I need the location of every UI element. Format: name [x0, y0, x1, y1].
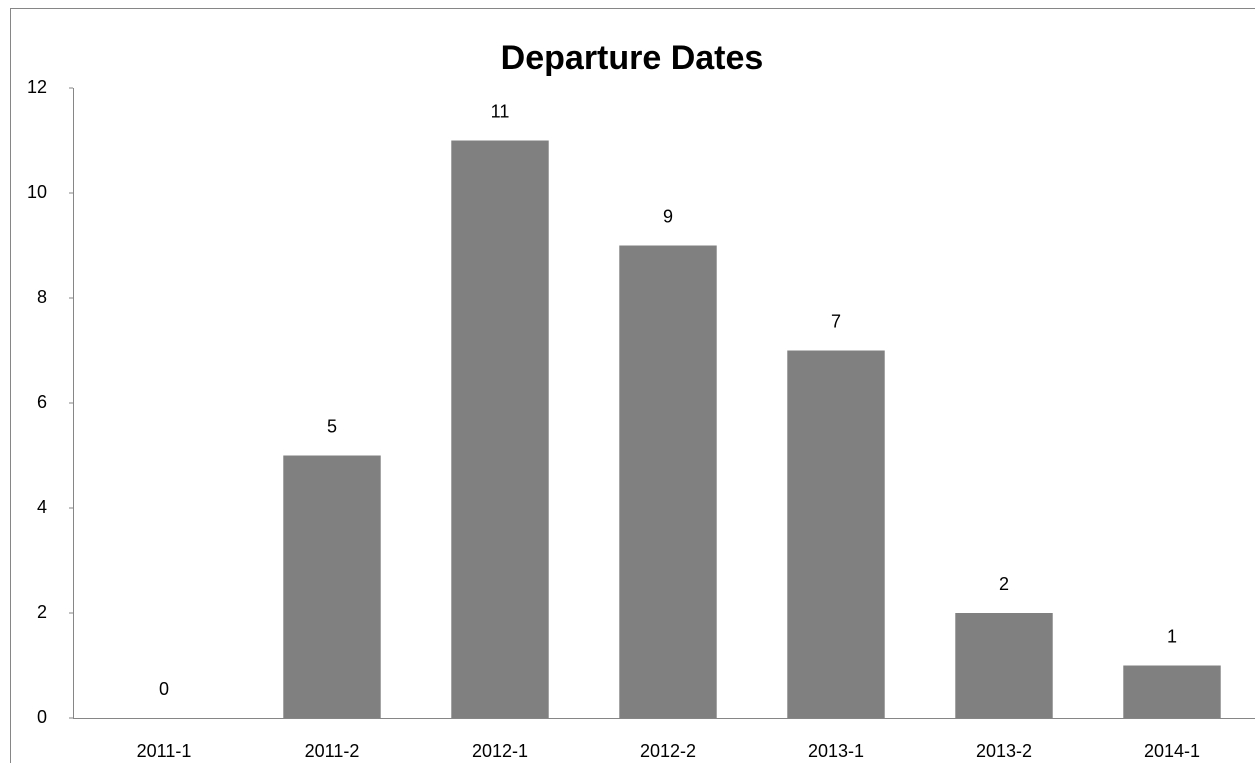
data-label: 2 [999, 574, 1009, 594]
bar [1123, 665, 1221, 718]
data-label: 9 [663, 206, 673, 226]
x-tick-label: 2013-2 [976, 741, 1032, 761]
data-label: 7 [831, 311, 841, 331]
bar [619, 245, 717, 718]
x-tick-label: 2014-1 [1144, 741, 1200, 761]
chart-frame [10, 8, 1255, 763]
x-tick-label: 2011-1 [137, 741, 192, 761]
y-tick-label: 6 [37, 392, 47, 412]
bar [451, 140, 549, 718]
bar [283, 455, 381, 718]
x-tick-label: 2013-1 [808, 741, 864, 761]
y-tick-label: 0 [37, 707, 47, 727]
y-tick-label: 2 [37, 602, 47, 622]
chart-title: Departure Dates [501, 39, 764, 77]
data-label: 0 [159, 679, 169, 699]
x-tick-label: 2012-1 [472, 741, 528, 761]
bar [955, 613, 1053, 718]
data-label: 11 [491, 101, 510, 121]
y-tick-label: 8 [37, 287, 47, 307]
x-tick-label: 2012-2 [640, 741, 696, 761]
data-label: 5 [327, 416, 337, 436]
x-tick-label: 2011-2 [305, 741, 360, 761]
y-tick-label: 4 [37, 497, 47, 517]
y-tick-label: 10 [27, 182, 47, 202]
y-tick-label: 12 [27, 77, 47, 97]
data-label: 1 [1167, 626, 1177, 646]
bar [787, 350, 885, 718]
